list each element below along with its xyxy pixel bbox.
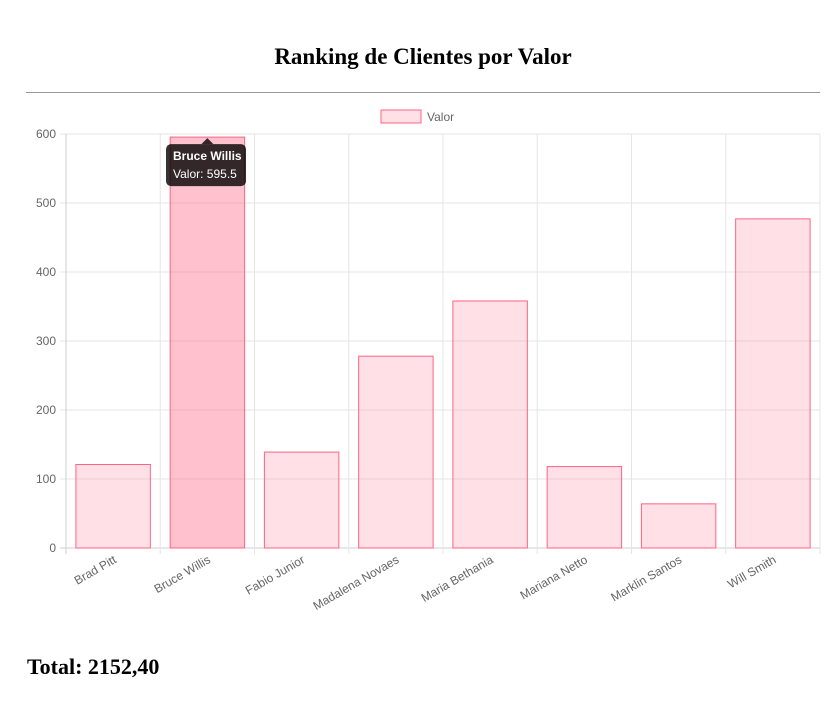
legend[interactable]: Valor bbox=[380, 109, 454, 124]
tooltip: Bruce Willis Valor: 595.5 bbox=[166, 138, 246, 187]
x-tick-label: Mariana Netto bbox=[518, 552, 591, 602]
y-tick-label: 500 bbox=[36, 196, 56, 210]
y-tick-label: 400 bbox=[36, 265, 56, 279]
x-axis-ticks: Brad Pitt Bruce Willis Fabio Junior Madalen… bbox=[72, 552, 779, 613]
x-tick-label: Marklin Santos bbox=[608, 552, 684, 604]
title-divider bbox=[26, 92, 820, 93]
x-tick-label: Fabio Junior bbox=[243, 552, 307, 597]
y-tick-label: 300 bbox=[36, 334, 56, 348]
bar-brad-pitt[interactable] bbox=[75, 464, 151, 549]
total-label: Total: bbox=[27, 654, 83, 679]
tooltip-title: Bruce Willis bbox=[173, 149, 242, 163]
bar-maria-bethania[interactable] bbox=[452, 300, 528, 549]
legend-swatch[interactable] bbox=[380, 109, 422, 124]
legend-label[interactable]: Valor bbox=[427, 110, 454, 124]
bar-chart[interactable]: Valor 0 100 200 300 400 500 600 Brad Pitt Bruce… bbox=[0, 100, 840, 620]
x-tick-label: Brad Pitt bbox=[72, 552, 119, 587]
x-tick-label: Will Smith bbox=[725, 552, 778, 591]
y-tick-label: 200 bbox=[36, 403, 56, 417]
tooltip-body: Valor: 595.5 bbox=[173, 167, 237, 181]
bar-mariana-netto[interactable] bbox=[546, 466, 623, 549]
total-value: 2152,40 bbox=[87, 654, 160, 679]
total-summary: Total: 2152,40 bbox=[27, 654, 159, 680]
page-title: Ranking de Clientes por Valor bbox=[274, 44, 572, 69]
y-tick-label: 600 bbox=[36, 127, 56, 141]
tooltip-caret bbox=[201, 138, 214, 145]
tooltip-box bbox=[166, 144, 246, 187]
bar-madalena-novaes[interactable] bbox=[358, 355, 434, 549]
bar-bruce-willis[interactable] bbox=[169, 136, 246, 549]
grid-lines bbox=[60, 133, 821, 554]
y-tick-label: 100 bbox=[36, 472, 56, 486]
bars bbox=[75, 136, 811, 549]
x-tick-label: Madalena Novaes bbox=[311, 552, 402, 612]
bar-fabio-junior[interactable] bbox=[263, 451, 340, 549]
bar-marklin-santos[interactable] bbox=[640, 503, 717, 549]
x-tick-label: Bruce Willis bbox=[152, 552, 213, 595]
bar-will-smith[interactable] bbox=[735, 218, 811, 549]
y-axis-ticks: 0 100 200 300 400 500 600 bbox=[36, 127, 56, 555]
x-tick-label: Maria Bethania bbox=[419, 552, 496, 605]
y-tick-label: 0 bbox=[49, 541, 56, 555]
